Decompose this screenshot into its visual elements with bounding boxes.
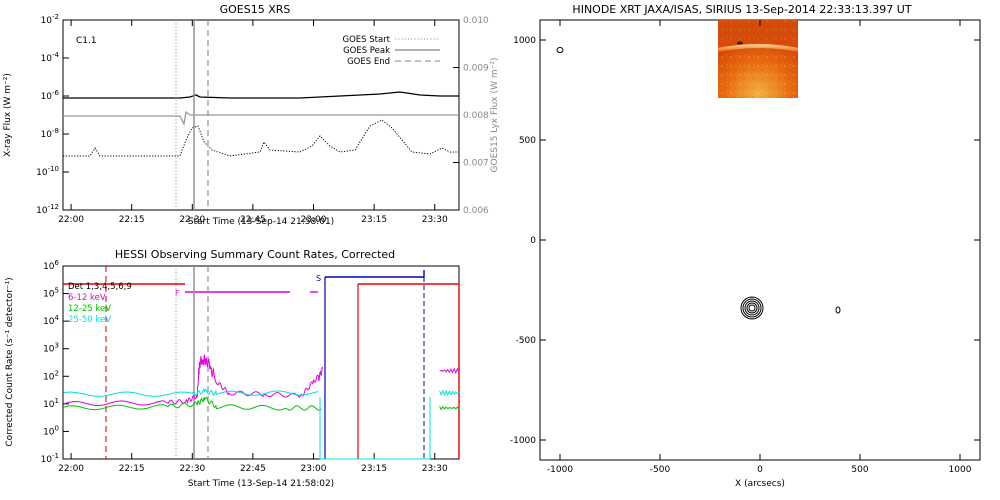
hessi-x-label: Start Time (13-Sep-14 21:58:02) xyxy=(188,479,334,489)
goes-y2-tick-label: 0.009 xyxy=(463,64,489,74)
hessi-y-label: Corrected Count Rate (s⁻¹ detector⁻¹) xyxy=(5,277,15,446)
hessi-y-tick-label: 106 xyxy=(43,259,59,272)
hessi-y-tick-label: 10-1 xyxy=(41,452,59,465)
xrt-contour-3 xyxy=(744,300,760,316)
xrt-image-corona xyxy=(718,20,798,40)
goes-x-tick-label: 22:45 xyxy=(240,215,266,225)
goes-y2-label: GOES15 Lyx Flux (W m⁻²) xyxy=(490,58,500,173)
goes-y2-tick-label: 0.007 xyxy=(463,159,489,169)
hessi-x-tick-label: 22:30 xyxy=(179,464,205,474)
goes-y-axis: 10-2 10-4 10-6 10-8 10-10 10-12 xyxy=(36,13,69,216)
hessi-legend-25-50: 25-50 keV xyxy=(68,315,111,325)
goes-y-tick-label: 10-10 xyxy=(36,165,59,178)
xrt-contour-6 xyxy=(556,47,564,53)
hessi-plot-frame xyxy=(62,265,460,460)
hessi-trace-12-25-keV xyxy=(63,396,322,411)
xrt-solar-limb xyxy=(718,44,798,52)
goes-y2-axis: 0.010 0.009 0.008 0.007 0.006 xyxy=(453,16,489,216)
goes-x-tick-label: 23:00 xyxy=(301,215,327,225)
hessi-x-tick-label: 23:00 xyxy=(301,464,327,474)
xrt-x-tick-label: 1000 xyxy=(949,465,972,475)
hessi-legend-12-25: 12-25 keV xyxy=(68,304,111,314)
hessi-flag-s: S xyxy=(316,274,321,283)
goes-y2-tick-label: 0.008 xyxy=(463,111,489,121)
xrt-contour-5 xyxy=(748,304,756,312)
goes-y2-tick-label: 0.010 xyxy=(463,16,489,26)
xrt-dark-spot xyxy=(737,41,743,45)
hessi-y-tick-label: 105 xyxy=(43,287,59,300)
goes-y-tick-label: 10-12 xyxy=(36,203,59,216)
goes-lyx-trace xyxy=(63,110,459,127)
goes-title: GOES15 XRS xyxy=(220,3,291,16)
xrt-panel: HINODE XRT JAXA/ISAS, SIRIUS 13-Sep-2014… xyxy=(510,3,981,489)
hessi-x-tick-label: 23:15 xyxy=(361,464,387,474)
goes-y-tick-label: 10-2 xyxy=(41,13,59,26)
xrt-x-tick-label: 500 xyxy=(851,465,868,475)
goes-class-annotation: C1.1 xyxy=(76,36,97,46)
xrt-x-tick-label: 0 xyxy=(757,465,763,475)
hessi-cyan-gap-trace xyxy=(319,397,431,460)
xrt-x-tick-label: -500 xyxy=(650,465,671,475)
hessi-panel: HESSI Observing Summary Count Rates, Cor… xyxy=(5,248,460,489)
goes-x-tick-label: 22:00 xyxy=(58,215,84,225)
xrt-y-tick-label: -500 xyxy=(516,336,537,346)
xrt-axes: -1000 -500 0 500 1000 1000 500 0 -500 -1000 xyxy=(510,20,980,475)
xrt-contour-4 xyxy=(746,302,758,314)
hessi-y-axis: 106 105 104 103 102 101 100 10-1 xyxy=(41,259,69,465)
goes-y-label: X-ray Flux (W m⁻²) xyxy=(3,73,13,157)
hessi-trace-late-12-25-keV xyxy=(439,405,460,411)
hessi-y-tick-label: 104 xyxy=(43,314,59,327)
xrt-y-tick-label: -1000 xyxy=(510,436,536,446)
goes-x-tick-label: 22:15 xyxy=(119,215,145,225)
goes-x-axis: 22:00 22:15 22:30 22:45 23:00 23:15 23:30 xyxy=(58,20,448,225)
hessi-title: HESSI Observing Summary Count Rates, Cor… xyxy=(115,248,395,261)
hessi-trace-25-50-keV xyxy=(63,388,319,397)
goes-x-tick-label: 22:30 xyxy=(179,215,205,225)
xrt-x-label: X (arcsecs) xyxy=(735,479,785,489)
goes-y-tick-label: 10-8 xyxy=(41,127,59,140)
hessi-x-tick-label: 22:15 xyxy=(119,464,145,474)
goes-x-label: Start Time (13-Sep-14 21:58:01) xyxy=(188,217,334,227)
hessi-legend-det: Det 1,3,4,5,6,9 xyxy=(68,282,132,292)
goes-legend-start: GOES Start xyxy=(342,35,390,45)
hessi-legend-6-12: 6-12 keV xyxy=(68,293,106,303)
goes-legend: GOES Start GOES Peak GOES End xyxy=(342,35,440,67)
hessi-legend: Det 1,3,4,5,6,9 6-12 keV 12-25 keV 25-50… xyxy=(68,282,132,325)
hessi-y-tick-label: 102 xyxy=(43,369,59,382)
xrt-contour-7 xyxy=(835,306,841,314)
goes-x-tick-label: 23:15 xyxy=(361,215,387,225)
xrt-y-tick-label: 500 xyxy=(519,136,536,146)
xrt-contour-2 xyxy=(742,298,762,318)
xrt-image-texture xyxy=(718,20,798,98)
hessi-traces xyxy=(63,353,460,460)
goes-y2-tick-label: 0.006 xyxy=(463,206,489,216)
xrt-title: HINODE XRT JAXA/ISAS, SIRIUS 13-Sep-2014… xyxy=(572,3,911,16)
hessi-trace-late-25-50-keV xyxy=(439,389,460,397)
hessi-y-tick-label: 103 xyxy=(43,342,59,355)
goes-panel: GOES15 XRS C1.1 10-210-410-610-810-1010-… xyxy=(3,3,500,227)
hessi-flag-f: F xyxy=(175,289,180,298)
xrt-contours xyxy=(556,47,841,320)
goes-legend-end: GOES End xyxy=(347,57,390,67)
goes-legend-peak: GOES Peak xyxy=(343,46,390,56)
goes-short-channel-trace xyxy=(63,119,459,157)
xrt-x-tick-label: -1000 xyxy=(547,465,573,475)
hessi-x-tick-label: 22:45 xyxy=(240,464,266,474)
xrt-y-tick-label: 1000 xyxy=(513,36,536,46)
goes-long-channel-trace xyxy=(63,91,459,99)
hessi-x-tick-label: 22:00 xyxy=(58,464,84,474)
goes-y-tick-label: 10-4 xyxy=(41,51,60,64)
hessi-x-axis: 22:00 22:15 22:30 22:45 23:00 23:15 23:30 xyxy=(58,453,448,474)
goes-x-tick-label: 23:30 xyxy=(422,215,448,225)
hessi-x-tick-label: 23:30 xyxy=(422,464,448,474)
xrt-contour-1 xyxy=(740,296,764,320)
hessi-trace-late-6-12-keV xyxy=(439,367,460,375)
goes-y-tick-label: 10-6 xyxy=(41,89,60,102)
hessi-y-tick-label: 101 xyxy=(43,397,59,410)
xrt-solar-image xyxy=(718,20,798,98)
hessi-y-tick-label: 100 xyxy=(43,424,59,437)
xrt-y-tick-label: 0 xyxy=(530,236,536,246)
